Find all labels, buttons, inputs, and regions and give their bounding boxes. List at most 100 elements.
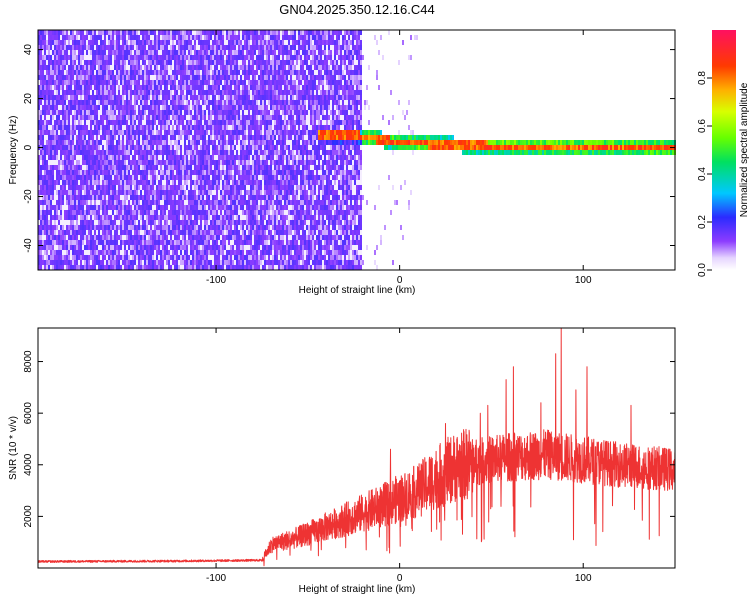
heatmap-cell — [170, 75, 172, 80]
heatmap-cell — [200, 120, 202, 125]
heatmap-cell — [144, 260, 146, 265]
heatmap-cell — [220, 235, 222, 240]
heatmap-cell — [244, 150, 246, 155]
heatmap-cell — [186, 250, 188, 255]
heatmap-cell — [88, 120, 90, 125]
heatmap-cell — [42, 195, 44, 200]
heatmap-cell — [114, 160, 116, 165]
heatmap-cell — [178, 110, 180, 115]
heatmap-cell — [140, 185, 142, 190]
heatmap-cell — [130, 110, 132, 115]
heatmap-cell — [210, 260, 212, 265]
heatmap-cell — [184, 30, 186, 35]
heatmap-cell — [82, 220, 84, 225]
heatmap-cell — [220, 50, 222, 55]
heatmap-cell — [194, 200, 196, 205]
heatmap-cell — [110, 190, 112, 195]
heatmap-cell — [86, 85, 88, 90]
heatmap-cell — [148, 100, 150, 105]
heatmap-cell — [60, 30, 62, 35]
heatmap-cell — [202, 250, 204, 255]
heatmap-cell — [136, 155, 138, 160]
heatmap-cell — [72, 60, 74, 65]
heatmap-cell — [178, 210, 180, 215]
heatmap-cell — [90, 60, 92, 65]
heatmap-cell — [58, 185, 60, 190]
heatmap-cell — [72, 40, 74, 45]
heatmap-cell — [182, 95, 184, 100]
heatmap-cell — [54, 50, 56, 55]
heatmap-cell — [70, 105, 72, 110]
heatmap-cell — [196, 120, 198, 125]
heatmap-cell — [196, 235, 198, 240]
heatmap-cell — [42, 105, 44, 110]
heatmap-cell — [150, 140, 152, 145]
heatmap-cell — [132, 50, 134, 55]
heatmap-cell — [146, 150, 148, 155]
heatmap-cell — [40, 170, 42, 175]
heatmap-cell — [96, 225, 98, 230]
heatmap-cell — [166, 230, 168, 235]
heatmap-cell — [58, 165, 60, 170]
heatmap-cell — [180, 215, 182, 220]
heatmap-cell — [212, 215, 214, 220]
heatmap-cell — [86, 235, 88, 240]
heatmap-cell — [232, 250, 234, 255]
heatmap-cell — [164, 65, 166, 70]
heatmap-cell — [112, 255, 114, 260]
heatmap-cell — [42, 185, 44, 190]
heatmap-cell — [180, 185, 182, 190]
heatmap-cell — [244, 65, 246, 70]
heatmap-cell — [164, 160, 166, 165]
heatmap-cell — [230, 65, 232, 70]
heatmap-cell — [196, 45, 198, 50]
heatmap-cell — [184, 260, 186, 265]
heatmap-cell — [136, 220, 138, 225]
heatmap-cell — [144, 115, 146, 120]
heatmap-cell — [174, 125, 176, 130]
heatmap-cell — [100, 30, 102, 35]
heatmap-cell — [90, 185, 92, 190]
heatmap-cell — [222, 260, 224, 265]
heatmap-cell — [128, 115, 130, 120]
heatmap-cell — [60, 60, 62, 65]
heatmap-cell — [48, 235, 50, 240]
heatmap-cell — [164, 250, 166, 255]
heatmap-cell — [212, 160, 214, 165]
heatmap-cell — [38, 75, 40, 80]
heatmap-cell — [88, 150, 90, 155]
heatmap-cell — [48, 225, 50, 230]
heatmap-cell — [158, 95, 160, 100]
heatmap-cell — [50, 145, 52, 150]
heatmap-cell — [56, 40, 58, 45]
heatmap-cell — [200, 35, 202, 40]
heatmap-cell — [106, 120, 108, 125]
heatmap-cell — [236, 85, 238, 90]
heatmap-cell — [216, 155, 218, 160]
heatmap-cell — [202, 105, 204, 110]
heatmap-cell — [216, 195, 218, 200]
heatmap-cell — [92, 125, 94, 130]
heatmap-cell — [46, 100, 48, 105]
heatmap-cell — [200, 130, 202, 135]
heatmap-cell — [138, 130, 140, 135]
heatmap-cell — [118, 260, 120, 265]
heatmap-cell — [104, 140, 106, 145]
heatmap-cell — [200, 230, 202, 235]
heatmap-cell — [106, 75, 108, 80]
heatmap-cell — [130, 65, 132, 70]
heatmap-cell — [120, 190, 122, 195]
heatmap-cell — [74, 145, 76, 150]
heatmap-cell — [68, 155, 70, 160]
heatmap-cell — [182, 155, 184, 160]
heatmap-cell — [234, 160, 236, 165]
heatmap-cell — [140, 160, 142, 165]
heatmap-cell — [212, 210, 214, 215]
heatmap-cell — [172, 195, 174, 200]
heatmap-cell — [102, 30, 104, 35]
heatmap-cell — [194, 220, 196, 225]
heatmap-cell — [50, 35, 52, 40]
heatmap-cell — [192, 150, 194, 155]
heatmap-cell — [62, 90, 64, 95]
heatmap-cell — [56, 155, 58, 160]
